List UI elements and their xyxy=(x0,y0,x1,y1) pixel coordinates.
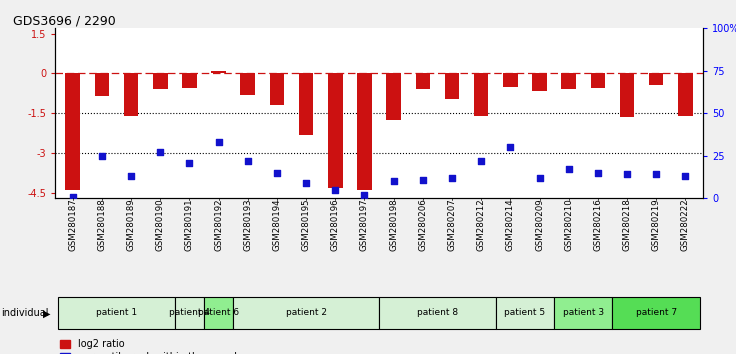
Bar xyxy=(95,74,109,96)
Text: patient 2: patient 2 xyxy=(286,308,327,317)
Text: patient 3: patient 3 xyxy=(563,308,604,317)
Text: individual: individual xyxy=(1,308,49,318)
Bar xyxy=(503,74,517,87)
Bar xyxy=(620,74,634,117)
Text: GSM280209: GSM280209 xyxy=(535,198,544,251)
Bar xyxy=(562,74,576,90)
Point xyxy=(155,149,166,155)
Text: patient 4: patient 4 xyxy=(169,308,210,317)
Text: GSM280195: GSM280195 xyxy=(302,198,311,251)
Point xyxy=(183,160,195,165)
FancyBboxPatch shape xyxy=(204,297,233,329)
Point xyxy=(679,173,691,179)
Point xyxy=(417,177,428,182)
Point xyxy=(621,172,633,177)
Point xyxy=(446,175,458,181)
Point xyxy=(504,144,516,150)
Text: GSM280197: GSM280197 xyxy=(360,198,369,251)
Bar xyxy=(211,71,226,74)
Text: ▶: ▶ xyxy=(43,308,50,318)
Point xyxy=(475,158,487,164)
Bar xyxy=(474,74,489,116)
FancyBboxPatch shape xyxy=(612,297,700,329)
Bar xyxy=(386,74,401,120)
Text: GSM280206: GSM280206 xyxy=(418,198,428,251)
Text: GSM280218: GSM280218 xyxy=(623,198,631,251)
Point xyxy=(271,170,283,176)
Bar xyxy=(532,74,547,91)
Bar xyxy=(678,74,693,116)
Bar xyxy=(416,74,430,90)
Legend: log2 ratio, percentile rank within the sample: log2 ratio, percentile rank within the s… xyxy=(60,339,243,354)
Text: GSM280187: GSM280187 xyxy=(68,198,77,251)
Point xyxy=(388,178,400,184)
Text: patient 7: patient 7 xyxy=(636,308,677,317)
Text: patient 5: patient 5 xyxy=(504,308,545,317)
Point xyxy=(125,173,137,179)
Text: GSM280192: GSM280192 xyxy=(214,198,223,251)
Text: GSM280190: GSM280190 xyxy=(156,198,165,251)
Point xyxy=(358,192,370,198)
Text: GSM280191: GSM280191 xyxy=(185,198,194,251)
Text: GSM280188: GSM280188 xyxy=(97,198,107,251)
Point xyxy=(534,175,545,181)
Text: GSM280207: GSM280207 xyxy=(447,198,456,251)
Bar xyxy=(241,74,255,95)
Text: GSM280194: GSM280194 xyxy=(272,198,281,251)
Text: patient 1: patient 1 xyxy=(96,308,137,317)
Text: GSM280214: GSM280214 xyxy=(506,198,514,251)
Text: patient 6: patient 6 xyxy=(198,308,239,317)
Point xyxy=(300,180,312,186)
Text: GSM280216: GSM280216 xyxy=(593,198,602,251)
Text: GSM280196: GSM280196 xyxy=(330,198,340,251)
Text: GSM280219: GSM280219 xyxy=(651,198,661,251)
Point xyxy=(330,187,342,193)
Bar xyxy=(66,74,80,190)
Bar xyxy=(357,74,372,190)
Point xyxy=(213,139,224,145)
Text: patient 8: patient 8 xyxy=(417,308,458,317)
Text: GSM280212: GSM280212 xyxy=(477,198,486,251)
Bar xyxy=(153,74,168,90)
Bar xyxy=(649,74,663,85)
Text: GSM280189: GSM280189 xyxy=(127,198,135,251)
FancyBboxPatch shape xyxy=(379,297,496,329)
Text: GDS3696 / 2290: GDS3696 / 2290 xyxy=(13,14,116,27)
Point xyxy=(242,158,254,164)
FancyBboxPatch shape xyxy=(554,297,612,329)
Text: GSM280210: GSM280210 xyxy=(565,198,573,251)
Point xyxy=(96,153,107,159)
Text: GSM280198: GSM280198 xyxy=(389,198,398,251)
Text: GSM280193: GSM280193 xyxy=(244,198,252,251)
Text: GSM280222: GSM280222 xyxy=(681,198,690,251)
FancyBboxPatch shape xyxy=(496,297,554,329)
Bar xyxy=(124,74,138,116)
FancyBboxPatch shape xyxy=(233,297,379,329)
Bar xyxy=(328,74,342,188)
FancyBboxPatch shape xyxy=(58,297,175,329)
Bar xyxy=(182,74,197,88)
Point xyxy=(651,172,662,177)
Bar xyxy=(299,74,314,135)
Bar xyxy=(269,74,284,105)
Bar xyxy=(590,74,605,88)
FancyBboxPatch shape xyxy=(175,297,204,329)
Bar xyxy=(445,74,459,99)
Point xyxy=(592,170,604,176)
Point xyxy=(563,166,575,172)
Point xyxy=(67,194,79,199)
